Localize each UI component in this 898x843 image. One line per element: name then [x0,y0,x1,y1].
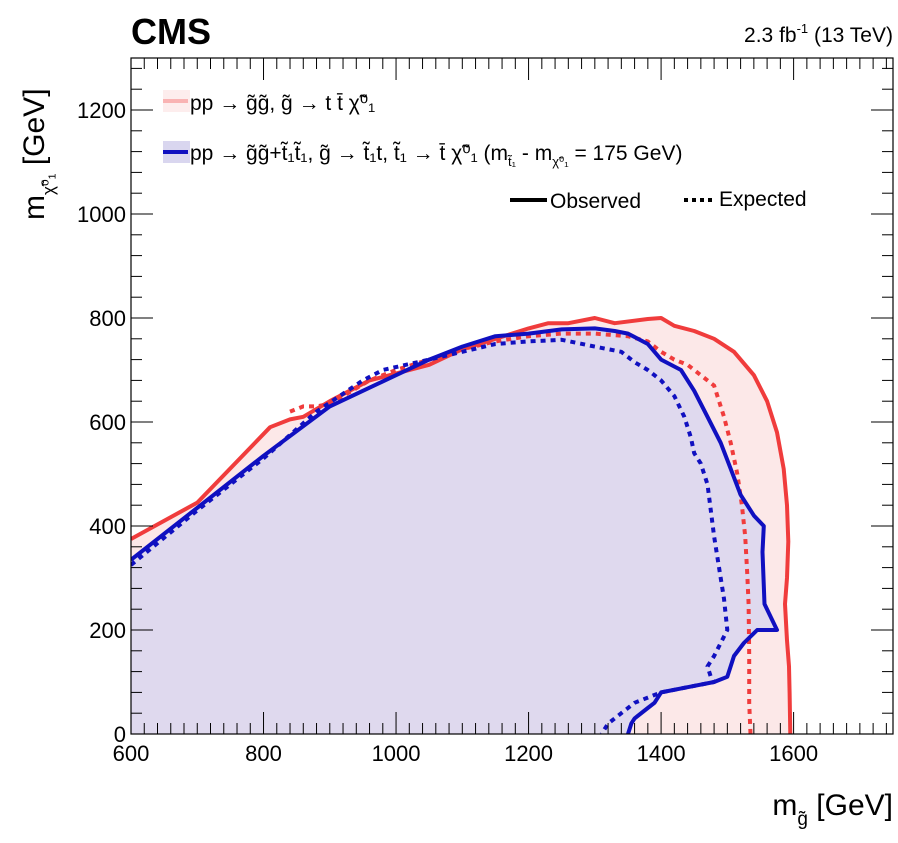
legend-expected-label: Expected [719,188,807,211]
y-tick-label: 0 [114,722,126,747]
x-tick-label: 600 [113,741,150,766]
legend: pp → g̃g̃, g̃ → t t̄ χ̃⁰₁ pp → g̃g̃+t̃₁t… [163,90,807,213]
experiment-label: CMS [131,11,211,52]
plot-border [130,57,894,735]
y-axis-title: mχ̃⁰₁ [GeV] [18,88,58,220]
x-tick-label: 1600 [769,741,818,766]
blue-expected-curve [131,337,730,734]
axis-ticks: 600 800 1000 1200 1400 1600 0 200 400 600 800 1000 1… [77,58,893,766]
x-axis-title: mg̃ [GeV] [772,789,893,830]
blue-excluded-region [131,328,777,734]
x-tick-label: 1000 [372,741,421,766]
y-tick-label: 200 [89,618,126,643]
limit-curves [131,316,793,734]
y-tick-label: 1000 [77,202,126,227]
legend-observed-label: Observed [550,190,641,213]
x-tick-label: 1400 [637,741,686,766]
y-tick-label: 600 [89,410,126,435]
legend-blue-label: pp → g̃g̃+t̃₁t̃₁, g̃ → t̃₁t, t̃₁ → t̄ χ̃… [190,142,682,169]
legend-red-fill [163,90,190,112]
y-tick-label: 800 [89,306,126,331]
x-tick-label: 800 [245,741,282,766]
legend-red-label: pp → g̃g̃, g̃ → t t̄ χ̃⁰₁ [190,92,375,115]
excluded-regions [131,318,791,734]
y-tick-label: 1200 [77,98,126,123]
x-tick-label: 1200 [504,741,553,766]
plot-frame [130,57,894,735]
y-tick-label: 400 [89,514,126,539]
luminosity-label: 2.3 fb-1 (13 TeV) [744,21,893,47]
